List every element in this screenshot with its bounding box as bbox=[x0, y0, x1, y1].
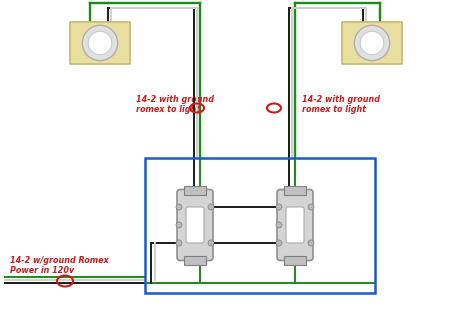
FancyBboxPatch shape bbox=[277, 189, 313, 260]
Circle shape bbox=[176, 222, 182, 228]
FancyBboxPatch shape bbox=[184, 255, 206, 264]
Circle shape bbox=[355, 25, 390, 61]
Circle shape bbox=[208, 204, 214, 210]
Bar bbox=[70, 22, 130, 64]
Circle shape bbox=[308, 240, 314, 246]
FancyBboxPatch shape bbox=[177, 189, 213, 260]
Text: 14-2 w/ground Romex
Power in 120v: 14-2 w/ground Romex Power in 120v bbox=[10, 256, 109, 275]
Circle shape bbox=[82, 25, 118, 61]
Circle shape bbox=[276, 204, 282, 210]
Bar bbox=[145, 158, 375, 293]
Circle shape bbox=[276, 222, 282, 228]
Circle shape bbox=[176, 204, 182, 210]
Text: 14-2 with ground
romex to light: 14-2 with ground romex to light bbox=[136, 95, 214, 114]
FancyBboxPatch shape bbox=[186, 207, 204, 243]
FancyBboxPatch shape bbox=[284, 186, 306, 194]
Text: 14-2 with ground
romex to light: 14-2 with ground romex to light bbox=[302, 95, 380, 114]
FancyBboxPatch shape bbox=[286, 207, 304, 243]
Bar bbox=[342, 22, 402, 64]
FancyBboxPatch shape bbox=[184, 186, 206, 194]
Circle shape bbox=[88, 31, 112, 55]
Circle shape bbox=[360, 31, 384, 55]
Circle shape bbox=[208, 240, 214, 246]
Circle shape bbox=[276, 240, 282, 246]
Circle shape bbox=[308, 204, 314, 210]
FancyBboxPatch shape bbox=[284, 255, 306, 264]
Circle shape bbox=[176, 240, 182, 246]
